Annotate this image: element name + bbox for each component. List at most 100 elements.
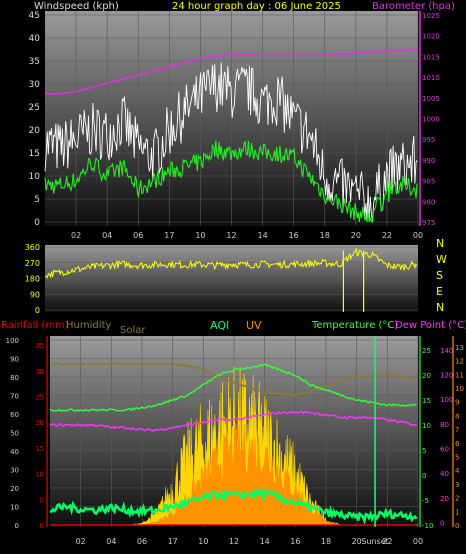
lower-x-tick-label: 10 xyxy=(198,537,208,546)
windspeed-axis-title: Windspeed (kph) xyxy=(34,1,119,12)
temperature-tick-label: 20 xyxy=(422,372,431,380)
dewpoint-tick-label: 120 xyxy=(440,372,453,380)
wind-x-tick-label: 22 xyxy=(382,231,392,240)
wind-x-tick-label: 18 xyxy=(320,231,330,240)
temperature-tick-label: -5 xyxy=(422,497,429,505)
wind-x-tick-label: 14 xyxy=(257,231,267,240)
wind-x-tick-label: 20 xyxy=(351,231,361,240)
humidity-tick-label: 60 xyxy=(10,411,19,419)
dewpoint-tick-label: 40 xyxy=(440,470,449,478)
barometer-series xyxy=(45,48,419,95)
lower-x-tick-label: 18 xyxy=(321,537,331,546)
compass-n-top: N xyxy=(436,237,445,250)
humidity-tick-label: 50 xyxy=(10,430,19,438)
barometer-tick-label: 975 xyxy=(422,219,435,227)
compass-w: W xyxy=(436,253,447,266)
compass-s: S xyxy=(436,269,443,282)
wind-x-tick-label: 04 xyxy=(102,231,112,240)
rain-tick-label: 30 xyxy=(35,368,44,376)
uv-tick-label: 10 xyxy=(455,385,464,393)
wind-tick-label: 5 xyxy=(34,195,40,205)
wind-tick-label: 15 xyxy=(29,149,40,159)
lower-x-tick-label: 12 xyxy=(229,537,239,546)
direction-tick-label: 360 xyxy=(25,243,40,252)
lower-x-tick-label: 20 xyxy=(352,537,362,546)
uv-tick-label: 12 xyxy=(455,358,464,366)
barometer-tick-label: 1025 xyxy=(422,12,440,20)
humidity-tick-label: 20 xyxy=(10,485,19,493)
uv-tick-label: 3 xyxy=(455,481,459,489)
lower-x-tick-label: 14 xyxy=(260,537,270,546)
barometer-tick-label: 980 xyxy=(422,198,435,206)
wind-tick-label: 45 xyxy=(29,11,40,21)
barometer-tick-label: 985 xyxy=(422,178,435,186)
temperature-tick-label: 0 xyxy=(422,472,426,480)
aqi-series xyxy=(50,485,418,525)
direction-tick-label: 180 xyxy=(25,275,40,284)
lower-x-tick-label: 22 xyxy=(382,537,392,546)
dewpoint-series xyxy=(49,410,417,433)
compass-e: E xyxy=(436,285,443,298)
humidity-tick-label: 0 xyxy=(15,522,19,530)
rain-tick-label: 35 xyxy=(35,342,44,350)
uv-tick-label: 4 xyxy=(455,467,460,475)
wind-tick-label: 35 xyxy=(29,57,40,67)
humidity-tick-label: 40 xyxy=(10,448,19,456)
uv-tick-label: 2 xyxy=(455,495,459,503)
temperature-tick-label: 5 xyxy=(422,447,426,455)
temperature-axis-title: Temperature (°C) xyxy=(312,320,399,331)
chart-title: 24 hour graph day : 06 June 2025 xyxy=(172,1,341,12)
direction-tick-label: 90 xyxy=(30,290,40,299)
wind-direction-series xyxy=(44,247,418,279)
lower-x-tick-label: 16 xyxy=(290,537,300,546)
humidity-tick-label: 30 xyxy=(10,467,19,475)
wind-x-tick-label: 12 xyxy=(226,231,236,240)
rainfall-axis-title: Rainfall (mm) xyxy=(1,320,69,331)
lower-x-tick-label: 17 xyxy=(168,537,178,546)
humidity-tick-label: 70 xyxy=(10,393,19,401)
lower-x-tick-label: 04 xyxy=(106,537,116,546)
dewpoint-tick-label: 20 xyxy=(440,495,449,503)
wind-gust-series xyxy=(44,62,418,223)
wind-tick-label: 20 xyxy=(29,126,41,136)
barometer-tick-label: 990 xyxy=(422,157,435,165)
wind-x-tick-label: 17 xyxy=(164,231,174,240)
lower-x-tick-label: 02 xyxy=(76,537,86,546)
wind-tick-label: 30 xyxy=(29,80,41,90)
dewpoint-tick-label: 140 xyxy=(440,347,453,355)
temperature-tick-label: 15 xyxy=(422,397,431,405)
rain-tick-label: 0 xyxy=(40,522,44,530)
humidity-tick-label: 80 xyxy=(10,374,19,382)
dewpoint-axis-title: Dew Point (°C) xyxy=(395,320,466,331)
lower-x-tick-label: 00 xyxy=(413,537,423,546)
wind-x-tick-label: 10 xyxy=(195,231,205,240)
barometer-tick-label: 1005 xyxy=(422,95,440,103)
wind-x-tick-label: 00 xyxy=(413,231,423,240)
uv-tick-label: 0 xyxy=(455,522,459,530)
uv-tick-label: 1 xyxy=(455,508,459,516)
humidity-axis-title: Humidity xyxy=(66,320,112,331)
uv-tick-label: 5 xyxy=(455,453,459,461)
dewpoint-tick-label: 80 xyxy=(440,421,449,429)
wind-tick-label: 25 xyxy=(29,103,40,113)
uv-tick-label: 13 xyxy=(455,344,464,352)
wind-x-tick-label: 16 xyxy=(289,231,299,240)
temperature-tick-label: 25 xyxy=(422,347,431,355)
rain-tick-label: 5 xyxy=(40,496,44,504)
temperature-series xyxy=(49,363,417,412)
direction-tick-label: 270 xyxy=(25,259,40,268)
sunset-label: Sunset xyxy=(361,537,388,546)
wind-x-tick-label: 02 xyxy=(71,231,81,240)
solar-axis-title: Solar xyxy=(120,325,146,336)
humidity-tick-label: 90 xyxy=(10,356,19,364)
barometer-tick-label: 1000 xyxy=(422,116,440,124)
wind-tick-label: 0 xyxy=(34,218,40,228)
compass-n-bottom: N xyxy=(436,301,445,314)
wind-tick-label: 40 xyxy=(29,34,41,44)
uv-tick-label: 9 xyxy=(455,399,459,407)
temperature-tick-label: 10 xyxy=(422,422,431,430)
humidity-series xyxy=(49,362,417,397)
rain-tick-label: 25 xyxy=(35,394,44,402)
uv-tick-label: 8 xyxy=(455,412,459,420)
aqi-axis-title: AQI xyxy=(210,319,230,332)
